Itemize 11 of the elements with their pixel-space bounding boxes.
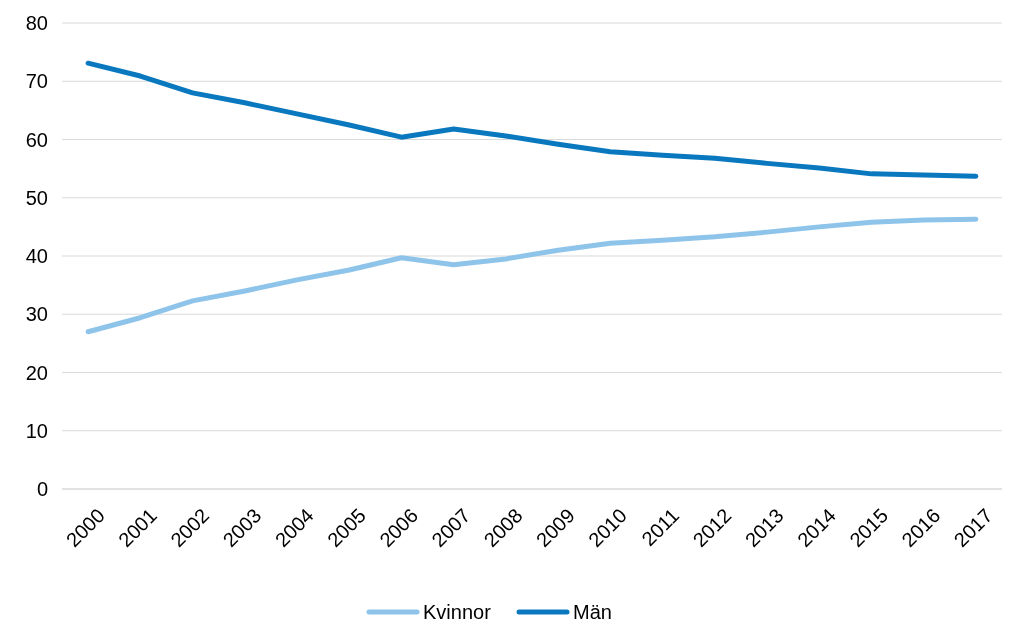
y-tick-label: 60 (25, 128, 48, 151)
legend-label: Män (573, 601, 612, 623)
y-tick-label: 30 (25, 303, 48, 326)
legend-label: Kvinnor (423, 601, 492, 623)
y-tick-label: 80 (25, 12, 48, 34)
y-tick-label: 50 (25, 186, 48, 209)
y-tick-label: 40 (25, 245, 48, 267)
y-tick-label: 20 (25, 361, 48, 384)
y-tick-label: 70 (25, 70, 48, 93)
y-tick-label: 0 (36, 478, 48, 500)
y-tick-label: 10 (25, 419, 48, 442)
